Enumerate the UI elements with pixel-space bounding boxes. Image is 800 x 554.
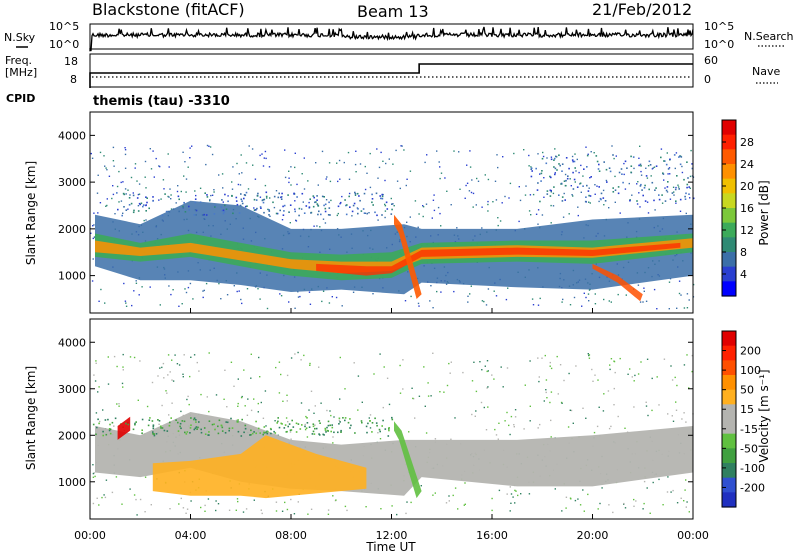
nsearch-label: N.Search <box>744 30 794 43</box>
station-title: Blackstone (fitACF) <box>92 0 245 19</box>
power-ytick-label: 2000 <box>58 223 86 236</box>
cpid-label: CPID <box>6 92 35 105</box>
velocity-colorbar-tick: -50 <box>740 442 758 455</box>
velocity-colorbar-tick: 50 <box>740 384 754 397</box>
nsky-label: N.Sky <box>4 31 36 44</box>
velocity-ytick-label: 2000 <box>58 429 86 442</box>
nave-right-tick-top: 60 <box>704 54 718 67</box>
power-colorbar-tick: 24 <box>740 158 754 171</box>
power-colorbar-tick: 8 <box>740 246 747 259</box>
x-tick-label: 12:00 <box>376 529 408 542</box>
velocity-ytick-label: 4000 <box>58 336 86 349</box>
x-axis-label: Time UT <box>365 540 416 554</box>
velocity-colorbar: 200 100 50 15 -15 -50 -100 -200 <box>721 330 765 508</box>
velocity-colorbar-tick: -200 <box>740 481 765 494</box>
frequency-line <box>89 63 693 88</box>
velocity-colorbar-tick: 200 <box>740 345 761 358</box>
power-ytick-label: 1000 <box>58 270 86 283</box>
noise-left-tick-bottom: 10^0 <box>49 38 79 51</box>
power-panel: 4000 3000 2000 1000 Slant Range [km] <box>24 111 695 314</box>
power-ytick-label: 4000 <box>58 129 86 142</box>
velocity-ytick-label: 3000 <box>58 383 86 396</box>
velocity-colorbar-tick: 100 <box>740 364 761 377</box>
power-colorbar-tick: 20 <box>740 180 754 193</box>
x-tick-label: 20:00 <box>577 529 609 542</box>
power-colorbar-label: Power [dB] <box>757 180 771 245</box>
x-tick-label: 04:00 <box>175 529 207 542</box>
date-title: 21/Feb/2012 <box>592 0 692 19</box>
velocity-y-ticks: 4000 3000 2000 1000 <box>58 336 693 489</box>
noise-left-tick-top: 10^5 <box>49 20 79 33</box>
freq-unit-label: [MHz] <box>5 66 37 79</box>
freq-left-tick-top: 18 <box>64 55 78 68</box>
power-heatmap <box>90 144 695 310</box>
nave-label: Nave <box>752 65 780 78</box>
x-tick-label: 00:00 <box>677 529 709 542</box>
velocity-colorbar-tick: -100 <box>740 462 765 475</box>
noise-right-tick-top: 10^5 <box>704 20 734 33</box>
x-tick-label: 16:00 <box>476 529 508 542</box>
power-ylabel: Slant Range [km] <box>24 161 38 265</box>
noise-panel: N.Sky 10^5 10^0 10^5 10^0 N.Search <box>4 20 794 52</box>
frequency-panel: Freq. [MHz] 18 8 60 0 Nave <box>5 53 780 88</box>
x-tick-label: 08:00 <box>275 529 307 542</box>
velocity-colorbar-tick: 15 <box>740 403 754 416</box>
x-axis-ticks: 00:00 04:00 08:00 12:00 16:00 20:00 00:00 <box>74 308 709 542</box>
power-colorbar-tick: 4 <box>740 268 747 281</box>
beam-title: Beam 13 <box>357 2 429 21</box>
power-ytick-label: 3000 <box>58 176 86 189</box>
noise-trace <box>89 26 694 52</box>
velocity-panel: 4000 3000 2000 1000 Slant Range [km] <box>24 318 694 520</box>
power-y-ticks: 4000 3000 2000 1000 <box>58 129 693 283</box>
noise-right-tick-bottom: 10^0 <box>704 38 734 51</box>
noise-sky-line <box>89 26 694 52</box>
power-colorbar-tick: 16 <box>740 202 754 215</box>
freq-left-tick-bottom: 8 <box>70 73 77 86</box>
velocity-colorbar-label: Velocity [m s⁻¹] <box>757 369 771 462</box>
velocity-ytick-label: 1000 <box>58 476 86 489</box>
velocity-colorbar-tick: -15 <box>740 423 758 436</box>
nave-right-tick-bottom: 0 <box>704 73 711 86</box>
freq-label: Freq. <box>5 54 32 67</box>
cpid-value: themis (tau) -3310 <box>93 94 230 109</box>
x-tick-label: 00:00 <box>74 529 106 542</box>
velocity-ylabel: Slant Range [km] <box>24 366 38 470</box>
power-colorbar-tick: 12 <box>740 224 754 237</box>
power-colorbar: 28 24 20 16 12 8 4 <box>721 119 754 297</box>
power-colorbar-tick: 28 <box>740 136 754 149</box>
